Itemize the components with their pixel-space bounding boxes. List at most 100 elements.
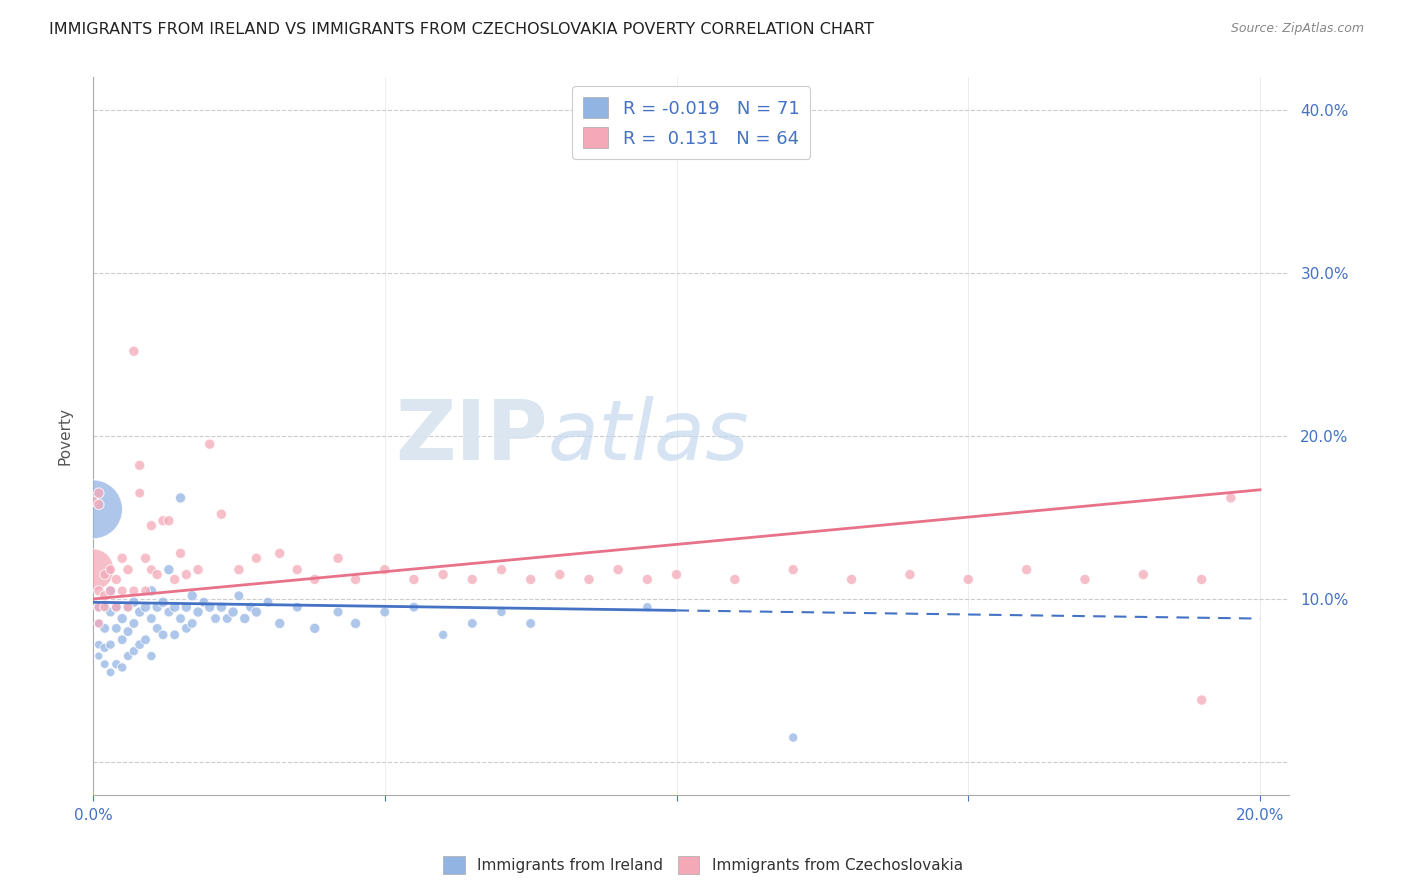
Point (100, 563, 122, 577)
Point (432, 628, 454, 642)
Point (269, 616, 291, 631)
Point (957, 573, 980, 587)
Point (87, 600, 110, 615)
Point (111, 611, 134, 625)
Point (87, 498, 110, 512)
Point (209, 508, 232, 522)
Point (152, 595, 174, 609)
Point (111, 660, 134, 674)
Point (122, 583, 145, 598)
Point (93, 640, 115, 655)
Point (100, 583, 122, 598)
Point (344, 573, 367, 587)
Point (135, 551, 157, 566)
Point (782, 731, 804, 745)
Point (374, 563, 396, 577)
Point (1219, 491, 1241, 505)
Point (636, 573, 658, 587)
Point (141, 583, 163, 598)
Point (100, 665, 122, 680)
Point (519, 616, 541, 631)
Point (128, 458, 150, 473)
Point (163, 600, 186, 615)
Point (117, 600, 139, 615)
Point (548, 567, 571, 582)
Point (122, 616, 145, 631)
Point (105, 621, 128, 635)
Point (93, 589, 115, 603)
Point (222, 605, 245, 619)
Point (141, 611, 163, 625)
Point (135, 632, 157, 647)
Point (176, 600, 198, 615)
Point (163, 628, 186, 642)
Point (176, 567, 198, 582)
Point (122, 595, 145, 609)
Legend: R = -0.019   N = 71, R =  0.131   N = 64: R = -0.019 N = 71, R = 0.131 N = 64 (572, 87, 810, 159)
Point (152, 514, 174, 528)
Point (141, 648, 163, 663)
Point (87, 600, 110, 615)
Point (135, 583, 157, 598)
Point (141, 518, 163, 533)
Point (326, 551, 349, 566)
Point (344, 616, 367, 631)
Point (93, 567, 115, 582)
Point (146, 600, 169, 615)
Point (841, 573, 863, 587)
Point (117, 563, 139, 577)
Point (117, 624, 139, 639)
Point (141, 563, 163, 577)
Point (157, 605, 180, 619)
Point (402, 600, 425, 615)
Point (181, 616, 204, 631)
Point (193, 595, 215, 609)
Point (105, 657, 128, 672)
Legend: Immigrants from Ireland, Immigrants from Czechoslovakia: Immigrants from Ireland, Immigrants from… (437, 850, 969, 880)
Point (93, 657, 115, 672)
Point (269, 546, 291, 560)
Point (100, 605, 122, 619)
Point (93, 621, 115, 635)
Y-axis label: Poverty: Poverty (58, 407, 72, 465)
Point (176, 621, 198, 635)
Point (198, 600, 221, 615)
Point (87, 583, 110, 598)
Point (1132, 567, 1154, 582)
Point (181, 589, 204, 603)
Point (100, 583, 122, 598)
Point (187, 605, 209, 619)
Point (169, 491, 191, 505)
Point (117, 648, 139, 663)
Point (135, 600, 157, 615)
Point (304, 573, 326, 587)
Point (163, 573, 186, 587)
Point (152, 628, 174, 642)
Point (239, 600, 262, 615)
Point (209, 600, 232, 615)
Point (146, 567, 169, 582)
Point (245, 605, 267, 619)
Point (128, 605, 150, 619)
Point (636, 600, 658, 615)
Point (87, 648, 110, 663)
Point (117, 600, 139, 615)
Point (187, 563, 209, 577)
Point (898, 567, 921, 582)
Point (111, 551, 134, 566)
Point (100, 638, 122, 652)
Point (607, 563, 630, 577)
Point (204, 611, 226, 625)
Point (169, 546, 191, 560)
Point (432, 567, 454, 582)
Point (665, 567, 688, 582)
Point (87, 486, 110, 500)
Point (82, 502, 104, 516)
Point (198, 437, 221, 451)
Point (491, 563, 513, 577)
Point (228, 563, 250, 577)
Point (491, 605, 513, 619)
Point (217, 611, 239, 625)
Text: IMMIGRANTS FROM IRELAND VS IMMIGRANTS FROM CZECHOSLOVAKIA POVERTY CORRELATION CH: IMMIGRANTS FROM IRELAND VS IMMIGRANTS FR… (49, 22, 875, 37)
Point (782, 563, 804, 577)
